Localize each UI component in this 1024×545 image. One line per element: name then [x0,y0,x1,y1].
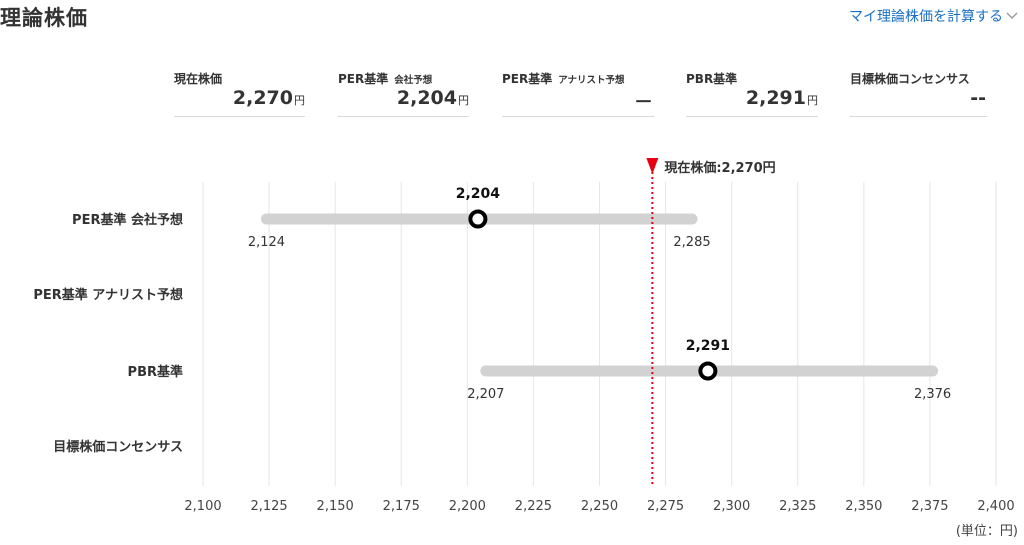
current-price-label: 現在株価:2,270円 [664,160,775,176]
summary-current-price: 現在株価 2,270円 [174,70,305,117]
x-tick-label: 2,175 [383,499,420,514]
x-tick-label: 2,300 [713,499,750,514]
x-tick-label: 2,150 [317,499,354,514]
summary-pbr: PBR基準 2,291円 [686,70,818,117]
summary-label: PER基準 アナリスト予想 [502,72,625,86]
range-low-label: 2,124 [248,235,285,250]
current-price-marker-icon [646,158,659,174]
x-tick-label: 2,200 [449,499,486,514]
category-label: PER基準 会社予想 [72,212,183,228]
range-chart-svg: 2,100 2,125 2,150 2,175 2,200 2,225 2,250 2,275… [33,158,1018,539]
category-label: PER基準 アナリスト予想 [33,287,183,303]
summary-value: － [633,91,653,113]
summary-value: 2,291円 [745,87,818,109]
summary-label: 目標株価コンセンサス [850,72,970,86]
value-label: 2,291 [686,338,730,354]
summary-per-analyst: PER基準 アナリスト予想 － [502,70,654,117]
summary-label: PER基準 会社予想 [338,72,433,86]
summary-consensus: 目標株価コンセンサス -- [850,70,987,117]
summary-label: PBR基準 [686,72,738,86]
summary-value: -- [970,87,986,109]
calc-link[interactable]: マイ理論株価を計算する [849,6,1018,26]
calc-link-label: マイ理論株価を計算する [849,9,1003,25]
summary-strip: 現在株価 2,270円 PER基準 会社予想 2,204円 PER基準 アナリスト予… [0,70,1024,120]
x-tick-label: 2,350 [845,499,882,514]
theoretical-price-chart: 2,100 2,125 2,150 2,175 2,200 2,225 2,250 2,275… [0,150,1024,541]
range-high-label: 2,285 [673,235,710,250]
category-label: PBR基準 [128,364,183,380]
x-tick-label: 2,400 [977,499,1014,514]
summary-per-company: PER基準 会社予想 2,204円 [338,70,469,117]
range-low-label: 2,207 [467,387,504,402]
value-marker [698,361,718,381]
value-label: 2,204 [456,186,501,202]
x-tick-label: 2,125 [250,499,287,514]
range-high-label: 2,376 [914,387,951,402]
x-tick-label: 2,325 [779,499,816,514]
x-tick-label: 2,250 [581,499,618,514]
x-tick-label: 2,375 [911,499,948,514]
summary-label: 現在株価 [174,72,223,86]
page-title: 理論株価 [0,6,88,30]
summary-value: 2,204円 [396,87,469,109]
category-label: 目標株価コンセンサス [53,439,183,455]
x-tick-label: 2,275 [647,499,684,514]
chevron-down-icon [1006,12,1018,19]
unit-label: (単位：円) [956,523,1018,539]
x-tick-label: 2,225 [515,499,552,514]
value-marker [468,209,488,229]
summary-value: 2,270円 [232,87,305,109]
x-tick-label: 2,100 [184,499,221,514]
